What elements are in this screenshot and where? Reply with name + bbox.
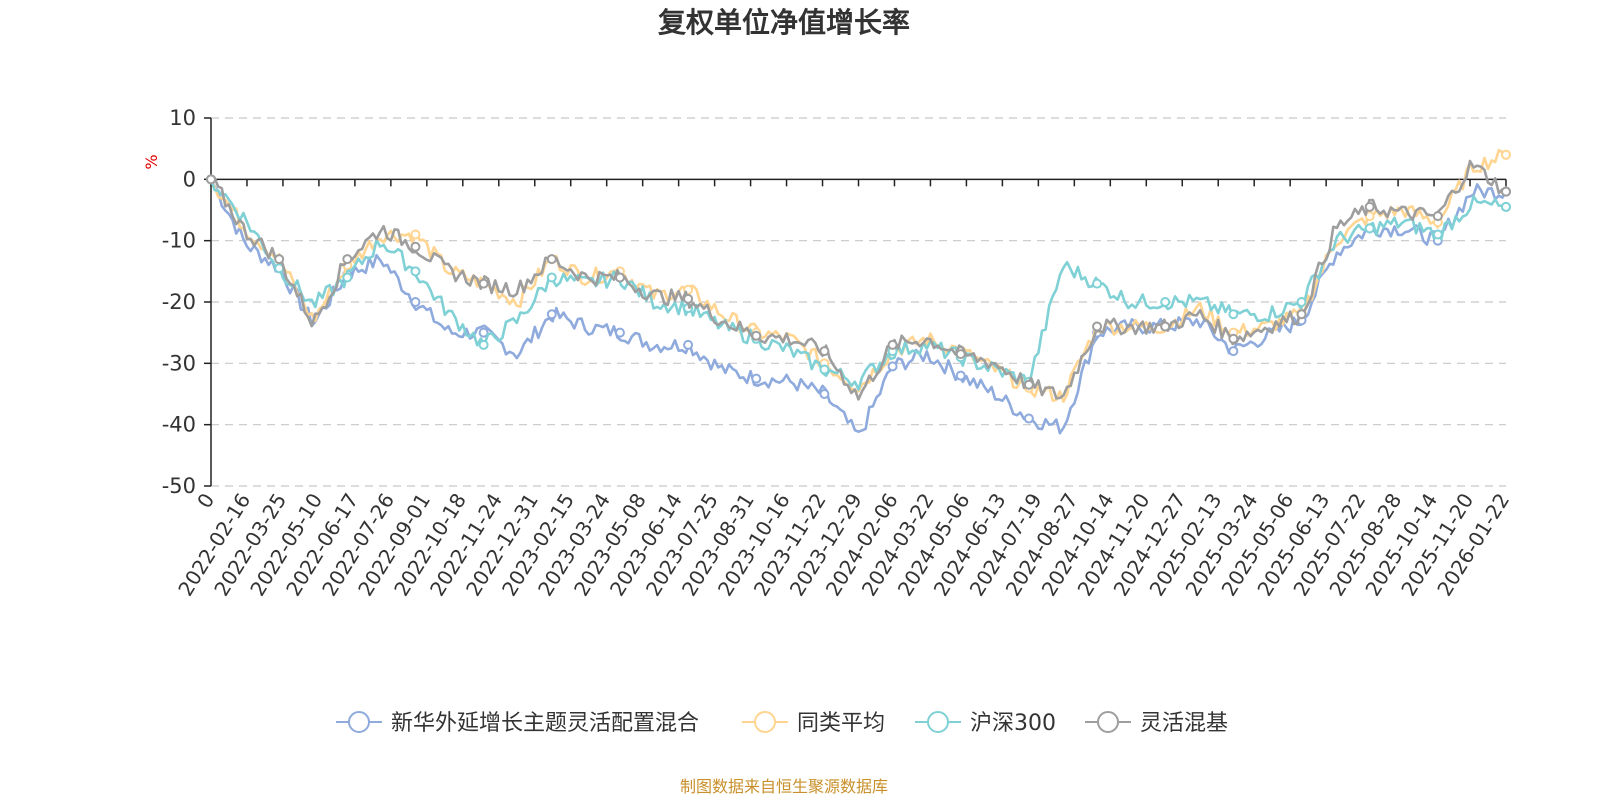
legend-item[interactable]: 沪深300 [915,711,1056,736]
series-point [1501,149,1511,160]
series-point [614,272,625,283]
legend-swatch-marker [927,711,949,733]
series-point [546,254,557,265]
series-point [751,330,762,341]
series-point [1092,278,1103,289]
series-point [478,327,489,338]
series-line [209,178,1508,435]
series-point [955,349,966,360]
series-point [546,272,557,283]
legend: 新华外延增长主题灵活配置混合 同类平均 沪深300 灵活混基 [336,711,1228,736]
legend-swatch-marker [348,711,370,733]
legend-swatch-marker [754,711,776,733]
series-point [1296,309,1307,320]
y-tick-label: 0 [183,167,196,191]
y-tick-label: -30 [162,351,196,375]
series-point [1364,201,1375,212]
series-point [1228,333,1239,344]
series-point [410,297,421,307]
legend-swatch-marker [1097,711,1119,733]
series-point [683,293,694,304]
series-point [206,174,216,185]
series-lines [206,148,1511,435]
x-axis: 02022-02-162022-03-252022-05-102022-06-1… [173,178,1514,600]
y-tick-label: -20 [162,290,196,314]
series-point [342,272,353,283]
series-point [410,229,421,240]
legend-label: 同类平均 [797,711,885,736]
series-point [1092,321,1103,332]
data-source-note: 制图数据来自恒生聚源数据库 [680,777,888,796]
series-point [342,254,353,265]
series-point [819,389,830,399]
series-point [546,309,557,320]
series-line [209,178,1507,391]
series-line [210,159,1507,401]
series-point [1364,211,1375,222]
series-point [955,370,966,381]
series-point [1432,211,1443,222]
series-point [614,327,625,338]
series-point [751,373,762,384]
series-point [1501,186,1511,197]
legend-item[interactable]: 同类平均 [742,711,885,736]
series-point [1160,297,1171,307]
y-axis: 10 0 -10 -20 -30 -40 -50 [162,106,212,498]
y-tick-label: -50 [162,474,196,498]
chart-title: 复权单位净值增长率 [658,6,910,39]
legend-label: 灵活混基 [1140,711,1228,736]
series-point [1364,223,1375,234]
series-point [819,364,830,375]
legend-item[interactable]: 新华外延增长主题灵活配置混合 [336,711,699,736]
series-point [1432,229,1443,240]
y-axis-unit: % [142,154,161,169]
series-point [410,241,421,252]
y-tick-label: 10 [169,106,196,130]
series-point [1023,379,1034,390]
series-point [1228,346,1239,357]
series-point [683,339,694,350]
series-point [1160,321,1171,332]
series-point [1228,309,1239,320]
series-point [478,278,489,289]
series-point [274,254,285,265]
x-tick-label: 0 [192,489,219,513]
series-point [1023,413,1034,424]
series-point [887,339,898,350]
legend-label: 新华外延增长主题灵活配置混合 [391,711,699,736]
y-tick-label: -10 [162,229,196,253]
series-point [1501,201,1511,212]
legend-label: 沪深300 [970,711,1056,736]
series-point [887,361,898,372]
grid-lines [211,117,1506,487]
legend-item[interactable]: 灵活混基 [1085,711,1228,736]
series-point [1296,297,1307,307]
series-point [410,266,421,277]
series-point [819,346,830,357]
series-point [478,339,489,350]
y-tick-label: -40 [162,413,196,437]
